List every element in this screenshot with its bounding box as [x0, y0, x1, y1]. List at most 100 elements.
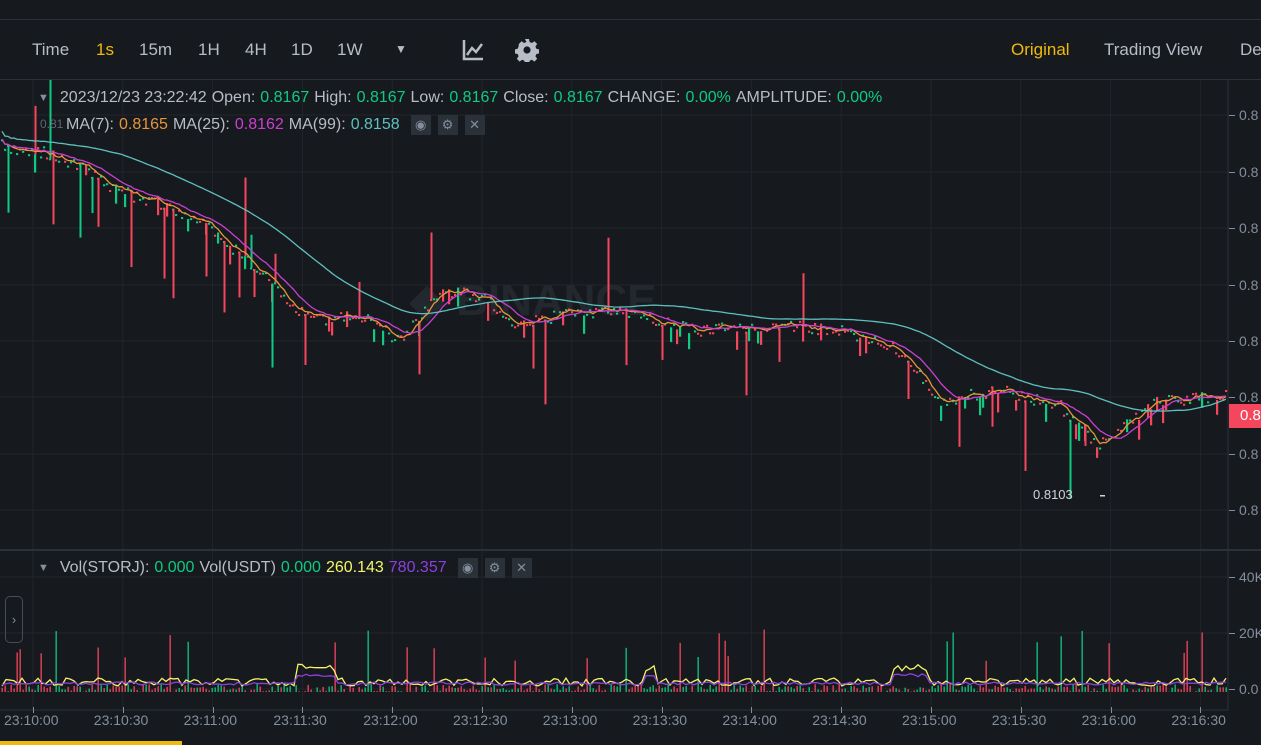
candle-wick — [79, 163, 82, 238]
view-trading-view[interactable]: Trading View — [1104, 40, 1203, 59]
collapse-legend-icon[interactable]: ▼ — [38, 92, 49, 104]
vol-eye-icon[interactable]: ◉ — [457, 558, 478, 578]
candle-body — [814, 322, 817, 325]
interval-15m[interactable]: 15m — [139, 40, 173, 59]
candle-body — [949, 397, 952, 400]
candle-wick — [223, 240, 226, 313]
volume-bar — [937, 685, 939, 692]
volume-bar — [640, 684, 642, 692]
price-axis-label: 0.8 — [1239, 446, 1259, 462]
candlestick-chart[interactable]: ◆ BINANCE — [0, 80, 1261, 745]
interval-1d[interactable]: 1D — [291, 40, 313, 59]
candle-body — [1090, 441, 1093, 444]
volume-bar — [391, 686, 393, 692]
volume-bar — [109, 689, 111, 692]
candle-body — [952, 400, 955, 403]
candle-wick — [91, 176, 94, 214]
candle-body — [70, 161, 73, 164]
volume-bar — [514, 660, 516, 692]
candle-body — [34, 154, 37, 173]
volume-bar — [1198, 688, 1200, 692]
view-original[interactable]: Original — [1011, 40, 1070, 59]
volume-bar — [1135, 690, 1137, 692]
volume-bar — [844, 688, 846, 692]
ma-settings-icon[interactable]: ⚙ — [437, 115, 458, 135]
candle-body — [28, 154, 31, 157]
eye-icon[interactable]: ◉ — [410, 115, 431, 135]
volume-bar — [1171, 687, 1173, 692]
candle-body — [676, 329, 679, 345]
volume-bar — [376, 691, 378, 692]
volume-bar — [58, 686, 60, 692]
vol-close-icon[interactable]: ✕ — [511, 558, 532, 578]
candle-body — [169, 203, 172, 206]
volume-bar — [64, 689, 66, 692]
volume-bar — [673, 686, 675, 692]
volume-bar — [124, 657, 126, 692]
volume-bar — [1195, 691, 1197, 692]
candle-body — [1171, 395, 1174, 398]
volume-bar — [820, 690, 822, 692]
time-axis-label: 23:12:00 — [363, 712, 418, 728]
volume-bar — [655, 688, 657, 692]
volume-bar — [205, 688, 207, 692]
volume-bar — [796, 686, 798, 692]
volume-bar — [322, 686, 324, 692]
more-intervals-dropdown-icon[interactable]: ▼ — [395, 42, 407, 56]
volume-bar — [523, 690, 525, 692]
vol-base-label: Vol(STORJ): — [59, 559, 150, 576]
candle-body — [586, 313, 589, 316]
vol-settings-icon[interactable]: ⚙ — [484, 558, 505, 578]
volume-bar — [946, 641, 948, 692]
volume-bar — [493, 684, 495, 692]
volume-bar — [646, 689, 648, 692]
ma-close-icon[interactable]: ✕ — [464, 115, 485, 135]
candle-body — [424, 306, 427, 309]
candle-body — [433, 298, 436, 301]
volume-bar — [559, 689, 561, 692]
candle-body — [490, 297, 493, 300]
price-axis-label: 0.8 — [1239, 333, 1259, 349]
expand-sidebar-button[interactable]: › — [5, 596, 23, 643]
volume-bar — [955, 689, 957, 692]
volume-bar — [760, 686, 762, 692]
volume-bar — [112, 685, 114, 692]
interval-4h[interactable]: 4H — [245, 40, 267, 59]
price-axis-label: 0.8 — [1239, 107, 1259, 123]
settings-gear-icon[interactable] — [515, 38, 539, 62]
volume-bar — [19, 649, 21, 692]
time-scrollbar[interactable] — [0, 741, 182, 745]
candle-wick — [958, 396, 961, 447]
candle-body — [928, 388, 931, 391]
candle-body — [1183, 403, 1186, 406]
interval-1s[interactable]: 1s — [96, 40, 114, 59]
indicator-chart-icon[interactable] — [462, 39, 484, 61]
volume-bar — [619, 684, 621, 692]
candle-body — [277, 286, 280, 289]
candle-body — [1177, 400, 1180, 403]
candle-body — [328, 317, 331, 332]
candle-body — [430, 299, 433, 302]
interval-1w[interactable]: 1W — [337, 40, 363, 59]
volume-bar — [1186, 640, 1188, 692]
volume-bar — [1225, 687, 1227, 692]
candle-body — [535, 315, 538, 318]
volume-bar — [334, 642, 336, 692]
collapse-volume-icon[interactable]: ▼ — [38, 562, 49, 574]
volume-bar — [169, 635, 171, 692]
ma7-value: 0.8165 — [119, 116, 168, 133]
candle-body — [1078, 422, 1081, 441]
volume-bar — [1099, 691, 1101, 692]
candle-body — [76, 167, 79, 170]
candle-body — [160, 207, 163, 210]
candle-body — [481, 295, 484, 298]
view-depth[interactable]: De — [1240, 40, 1261, 59]
volume-bar — [136, 689, 138, 692]
price-axis-label: 0.8 — [1239, 277, 1259, 293]
interval-time[interactable]: Time — [32, 40, 70, 59]
interval-1h[interactable]: 1H — [198, 40, 220, 59]
candle-body — [94, 170, 97, 173]
candle-body — [1156, 396, 1159, 411]
volume-bar — [148, 684, 150, 692]
volume-bar — [151, 689, 153, 692]
